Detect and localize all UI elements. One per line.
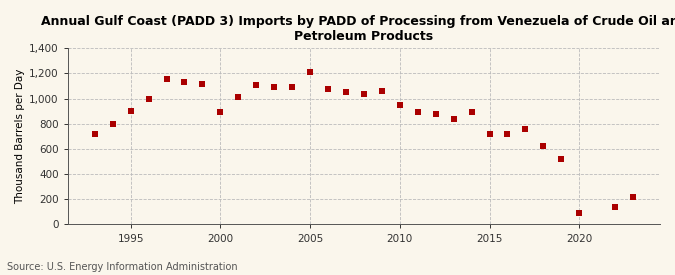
- Point: [430, 112, 441, 116]
- Title: Annual Gulf Coast (PADD 3) Imports by PADD of Processing from Venezuela of Crude: Annual Gulf Coast (PADD 3) Imports by PA…: [40, 15, 675, 43]
- Point: [538, 144, 549, 149]
- Point: [394, 103, 405, 107]
- Point: [215, 110, 225, 115]
- Point: [197, 82, 208, 86]
- Point: [251, 82, 262, 87]
- Point: [341, 90, 352, 95]
- Point: [233, 95, 244, 100]
- Point: [556, 157, 567, 161]
- Point: [358, 91, 369, 96]
- Point: [287, 85, 298, 90]
- Point: [143, 97, 154, 101]
- Point: [484, 132, 495, 136]
- Point: [126, 108, 136, 113]
- Point: [304, 70, 315, 75]
- Text: Source: U.S. Energy Information Administration: Source: U.S. Energy Information Administ…: [7, 262, 238, 272]
- Point: [89, 132, 100, 136]
- Point: [161, 77, 172, 81]
- Point: [628, 195, 639, 200]
- Point: [520, 127, 531, 131]
- Y-axis label: Thousand Barrels per Day: Thousand Barrels per Day: [15, 69, 25, 204]
- Point: [502, 132, 513, 136]
- Point: [610, 205, 620, 210]
- Point: [377, 89, 387, 93]
- Point: [179, 80, 190, 84]
- Point: [466, 110, 477, 114]
- Point: [448, 117, 459, 121]
- Point: [323, 86, 333, 91]
- Point: [574, 211, 585, 215]
- Point: [412, 110, 423, 115]
- Point: [107, 122, 118, 126]
- Point: [269, 84, 279, 89]
